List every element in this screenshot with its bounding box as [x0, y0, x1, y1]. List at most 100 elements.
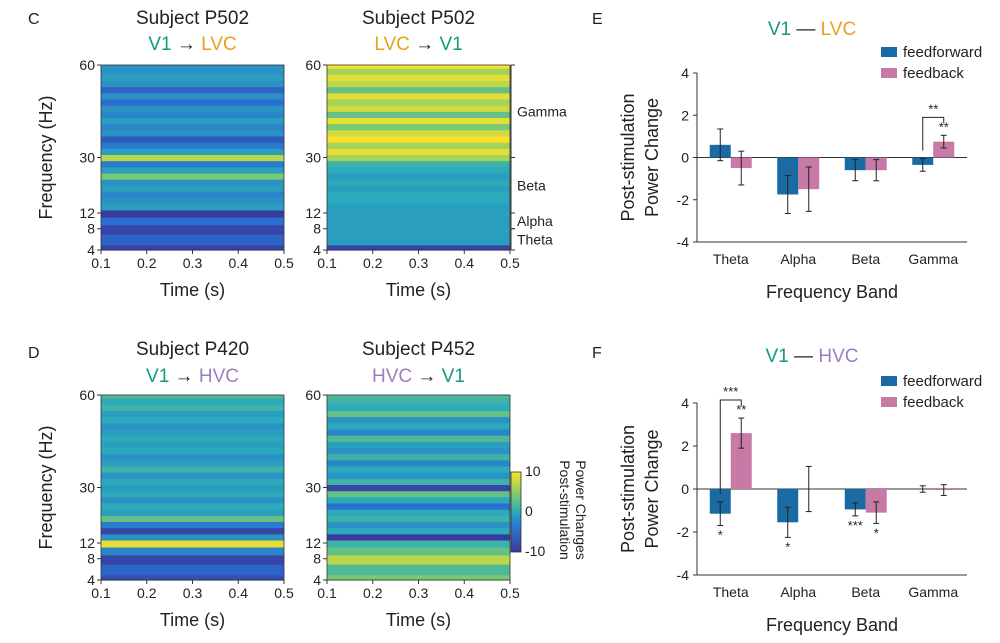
bar-ytick-label: 0: [681, 150, 689, 166]
heatmap-band: [327, 416, 510, 424]
heatmap-xtick-label: 0.2: [137, 255, 157, 271]
colorbar-tick-max: 10: [525, 463, 541, 479]
heatmap-band: [101, 395, 284, 399]
heatmap-xlabel: Time (s): [160, 610, 225, 630]
bar-category-label: Theta: [713, 251, 749, 267]
band-label-gamma: Gamma: [517, 103, 567, 119]
title-from: V1: [766, 346, 789, 367]
heatmap-band: [327, 509, 510, 516]
direction-from: V1: [148, 34, 171, 55]
heatmap-band: [327, 129, 510, 137]
heatmap-band: [327, 117, 510, 125]
heatmap-band: [327, 404, 510, 412]
heatmap-band: [327, 484, 510, 492]
bar-category-label: Gamma: [908, 251, 958, 267]
significance-bracket: [922, 116, 945, 151]
heatmap-band: [101, 496, 284, 504]
direction-arrow: →: [412, 366, 442, 387]
heatmap-ytick-label: 12: [305, 535, 321, 551]
heatmap-band: [101, 148, 284, 156]
heatmap-band: [101, 92, 284, 100]
legend-swatch-feedforward: [881, 47, 897, 57]
heatmap-band: [101, 166, 284, 174]
heatmap-ytick-label: 60: [79, 387, 95, 403]
heatmap-band: [101, 447, 284, 455]
bar-ytick-label: 4: [681, 65, 689, 81]
title-from: V1: [768, 19, 791, 40]
heatmap-xlabel: Time (s): [386, 280, 451, 300]
heatmap-band: [327, 515, 510, 523]
heatmap-ytick-label: 60: [305, 387, 321, 403]
heatmap-ylabel: Frequency (Hz): [36, 425, 56, 549]
heatmap-xtick-label: 0.3: [183, 585, 203, 601]
heatmap-ytick-label: 4: [313, 572, 321, 588]
bar-category-label: Alpha: [780, 251, 816, 267]
direction-arrow: →: [169, 366, 199, 387]
colorbar-label-line2: Power Changes: [573, 460, 589, 560]
heatmap-xtick-label: 0.2: [137, 585, 157, 601]
heatmap-direction: HVC → V1: [372, 366, 465, 387]
bar-ytick-label: -2: [677, 524, 690, 540]
heatmap-band: [101, 98, 284, 106]
heatmap-ytick-label: 8: [313, 551, 321, 567]
heatmap-band: [101, 404, 284, 412]
heatmap-band: [101, 509, 284, 516]
heatmap-band: [327, 527, 510, 535]
direction-arrow: →: [172, 34, 202, 55]
heatmap-xtick-label: 0.4: [455, 255, 475, 271]
bar-feedback-gamma: [933, 141, 955, 158]
heatmap-band: [327, 422, 510, 430]
heatmap-band: [327, 554, 510, 565]
heatmap-band: [327, 546, 510, 556]
significance-mark: *: [718, 528, 723, 543]
heatmap-band: [101, 428, 284, 436]
heatmap-ytick-label: 8: [87, 221, 95, 237]
heatmap-band: [327, 154, 510, 162]
heatmap-d-left: Subject P420 V1 → HVC 60 30 128 40.1 0.2 0.3 0.4…: [36, 339, 294, 630]
significance-mark: *: [874, 525, 879, 540]
heatmap-ytick-label: 30: [79, 150, 95, 166]
heatmap-band: [327, 86, 510, 94]
heatmap-band: [327, 98, 510, 106]
heatmap-band: [327, 160, 510, 168]
heatmap-xtick-label: 0.4: [229, 255, 249, 271]
bar-ytick-label: -4: [677, 567, 690, 583]
direction-arrow: →: [410, 34, 440, 55]
colorbar-tick-min: -10: [525, 543, 545, 559]
heatmap-xtick-label: 0.1: [91, 255, 111, 271]
heatmap-band: [101, 546, 284, 556]
heatmap-ytick-label: 60: [79, 57, 95, 73]
heatmap-band: [327, 490, 510, 498]
heatmap-xtick-label: 0.3: [409, 585, 429, 601]
heatmap-band: [101, 484, 284, 492]
significance-mark: ***: [848, 518, 863, 533]
heatmap-band: [327, 148, 510, 156]
heatmap-title: Subject P502: [136, 8, 249, 29]
heatmap-title: Subject P420: [136, 339, 249, 360]
bar-chart-title: V1 — HVC: [766, 346, 859, 367]
bar-ylabel-line1: Post-stimulation: [618, 425, 638, 553]
heatmap-band: [327, 197, 510, 205]
heatmap-band: [101, 398, 284, 405]
heatmap-band: [327, 502, 510, 510]
heatmap-xlabel: Time (s): [160, 280, 225, 300]
heatmap-band: [101, 203, 284, 211]
heatmap-title: Subject P502: [362, 8, 475, 29]
heatmap-band: [101, 453, 284, 461]
bar-ytick-label: 4: [681, 395, 689, 411]
heatmap-band: [101, 574, 284, 581]
bar-chart-e: V1 — LVC feedforward feedback 4 2 0 -2 -4 Post-s…: [618, 19, 982, 302]
heatmap-band: [101, 416, 284, 424]
heatmap-band: [101, 123, 284, 131]
bar-ylabel-line1: Post-stimulation: [618, 93, 638, 221]
heatmap-ytick-label: 8: [313, 221, 321, 237]
direction-to: LVC: [201, 34, 237, 55]
heatmap-band: [101, 154, 284, 162]
heatmap-band: [101, 135, 284, 143]
title-dash: —: [791, 19, 821, 40]
direction-from: HVC: [372, 366, 412, 387]
heatmap-band: [327, 209, 510, 218]
heatmap-band: [101, 129, 284, 137]
heatmap-band: [327, 123, 510, 131]
legend-label-feedforward: feedforward: [903, 373, 982, 390]
